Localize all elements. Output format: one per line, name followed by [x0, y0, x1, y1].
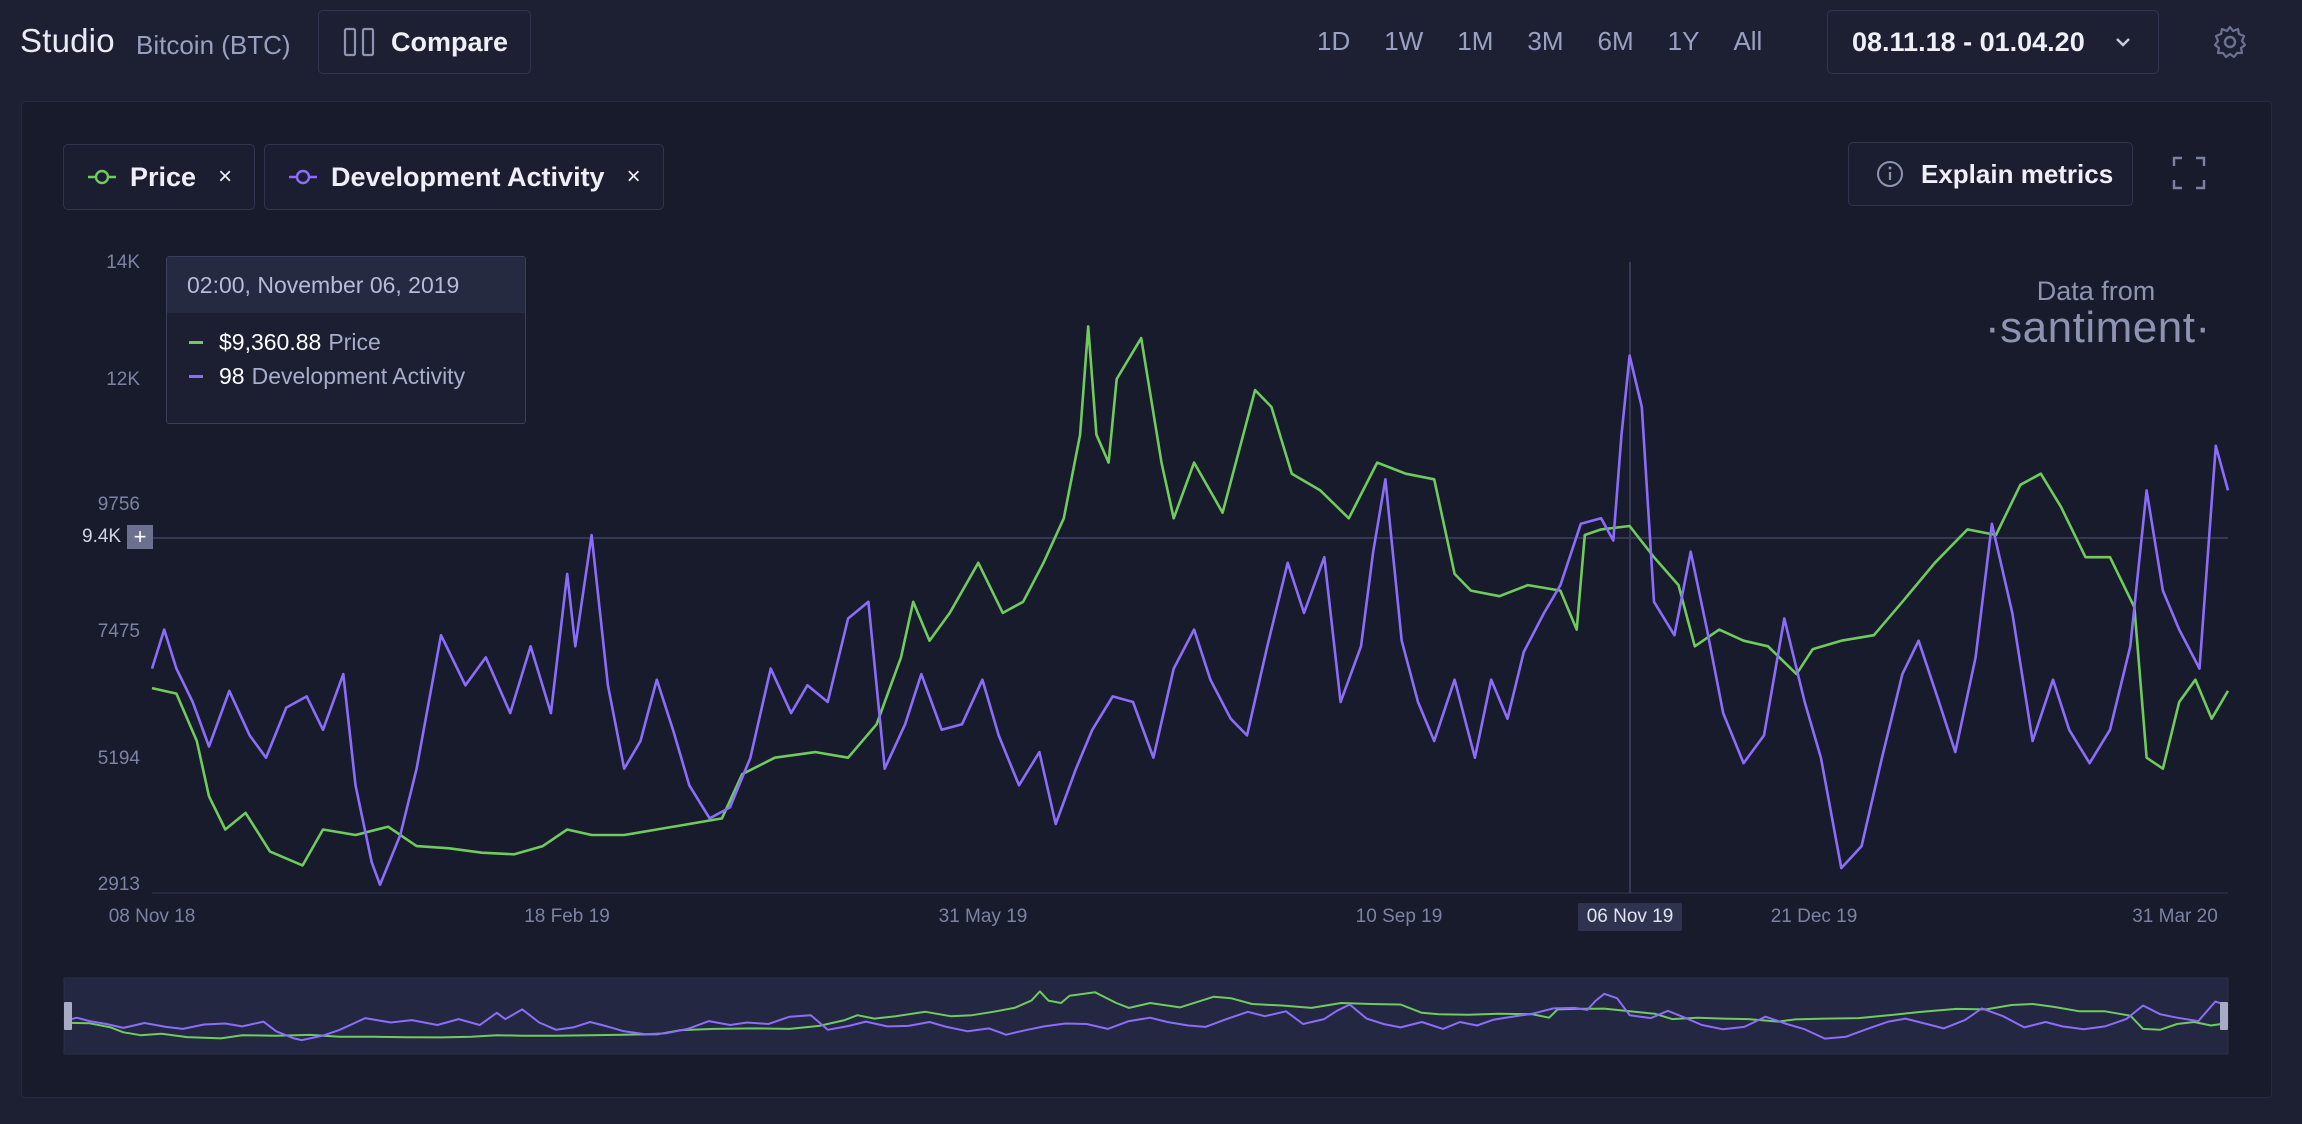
- info-icon: [1877, 161, 1903, 187]
- date-range-select[interactable]: 08.11.18 - 01.04.20: [1827, 10, 2159, 74]
- app-title: Studio: [20, 22, 115, 59]
- y-tick-label: 5194: [98, 748, 141, 769]
- explain-metrics-button[interactable]: Explain metrics: [1848, 142, 2133, 206]
- range-buttons: 1D 1W 1M 3M 6M 1Y All: [1300, 18, 1779, 64]
- series-line-development-activity: [150, 354, 2230, 886]
- metric-name: Price: [130, 161, 197, 192]
- remove-metric-button[interactable]: ×: [626, 163, 641, 190]
- range-all[interactable]: All: [1733, 25, 1763, 56]
- x-tick-label: 31 Mar 20: [2132, 906, 2218, 927]
- tooltip-row-price: $9,360.88 Price: [167, 325, 525, 359]
- crosshair-y-value: 9.4K: [82, 526, 122, 547]
- navigator-area: [63, 977, 2229, 1055]
- x-tick-label: 31 May 19: [939, 906, 1028, 927]
- x-tick-label: 10 Sep 19: [1356, 906, 1443, 927]
- x-tick-label: 08 Nov 18: [109, 906, 196, 927]
- line-marker-icon: [88, 169, 116, 185]
- fullscreen-icon[interactable]: [2172, 156, 2206, 190]
- y-tick-label: 2913: [98, 874, 140, 895]
- tooltip-label: Development Activity: [251, 362, 466, 389]
- line-marker-icon: [289, 169, 317, 185]
- y-tick-label: 14K: [106, 252, 140, 273]
- watermark-from: Data from: [2036, 276, 2156, 306]
- crosshair-y-badge: 9.4K +: [82, 524, 154, 549]
- tooltip-value: $9,360.88: [219, 328, 322, 355]
- tooltip-date: 02:00, November 06, 2019: [167, 257, 525, 313]
- legend-dash: [189, 374, 203, 378]
- y-tick-label: 7475: [98, 621, 140, 642]
- range-6m[interactable]: 6M: [1597, 25, 1634, 56]
- range-1w[interactable]: 1W: [1384, 25, 1424, 56]
- navigator-handle-left[interactable]: [64, 1002, 72, 1030]
- navigator-handle-right[interactable]: [2220, 1002, 2228, 1030]
- range-3m[interactable]: 3M: [1527, 25, 1564, 56]
- top-bar: Studio Bitcoin (BTC) Compare 1D 1W 1M 3M…: [0, 0, 2302, 84]
- tooltip-value: 98: [219, 362, 245, 389]
- compare-button[interactable]: Compare: [318, 10, 531, 74]
- asset-name: Bitcoin (BTC): [136, 30, 291, 60]
- santiment-watermark: Data from ·santiment·: [1985, 276, 2211, 353]
- watermark-brand: ·santiment·: [1985, 303, 2211, 352]
- tooltip-label: Price: [328, 328, 381, 355]
- compare-icon: [343, 27, 375, 57]
- metric-chip-price[interactable]: Price ×: [63, 144, 256, 210]
- explain-metrics-label: Explain metrics: [1921, 158, 2114, 189]
- y-tick-label: 9756: [98, 494, 140, 515]
- date-range-value: 08.11.18 - 01.04.20: [1852, 26, 2085, 57]
- chevron-down-icon: [2116, 38, 2130, 47]
- compare-label: Compare: [391, 26, 509, 57]
- metric-chip-dev-activity[interactable]: Development Activity ×: [264, 144, 664, 210]
- navigator-line-price: [63, 990, 2229, 1040]
- x-tick-label: 21 Dec 19: [1771, 906, 1858, 927]
- add-signal-button[interactable]: +: [127, 524, 154, 549]
- range-1y[interactable]: 1Y: [1667, 25, 1700, 56]
- gear-icon[interactable]: [2212, 24, 2248, 60]
- remove-metric-button[interactable]: ×: [218, 163, 233, 190]
- series-line-price: [151, 325, 2230, 867]
- navigator-line-development-activity: [63, 992, 2229, 1042]
- legend-dash: [189, 340, 203, 344]
- x-tick-label: 18 Feb 19: [524, 906, 610, 927]
- crosshair-x-badge: 06 Nov 19: [1578, 903, 1682, 931]
- range-1m[interactable]: 1M: [1457, 25, 1494, 56]
- range-1d[interactable]: 1D: [1317, 25, 1351, 56]
- y-tick-label: 12K: [106, 369, 140, 390]
- metric-name: Development Activity: [331, 161, 605, 192]
- chart-tooltip: 02:00, November 06, 2019 $9,360.88 Price…: [166, 256, 526, 424]
- tooltip-row-dev-activity: 98 Development Activity: [167, 359, 525, 393]
